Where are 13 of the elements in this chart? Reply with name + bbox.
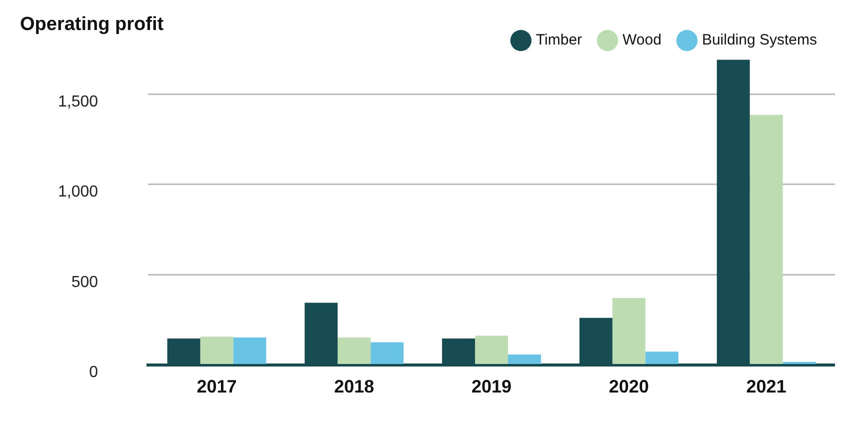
y-tick-label: 0: [89, 364, 98, 382]
y-tick-label: 500: [71, 274, 98, 291]
legend-label: Building Systems: [702, 32, 818, 49]
y-tick-label: 1,500: [58, 94, 98, 110]
chart-title: Operating profit: [20, 14, 164, 36]
x-tick-label: 2020: [608, 376, 649, 397]
y-tick-label: 1,000: [58, 184, 98, 201]
x-tick-label: 2019: [471, 376, 512, 397]
x-tick-label: 2021: [746, 376, 786, 397]
legend-label: Timber: [536, 32, 582, 49]
legend-label: Wood: [622, 32, 662, 49]
x-tick-label: 2018: [334, 376, 374, 397]
x-tick-label: 2017: [196, 376, 237, 397]
